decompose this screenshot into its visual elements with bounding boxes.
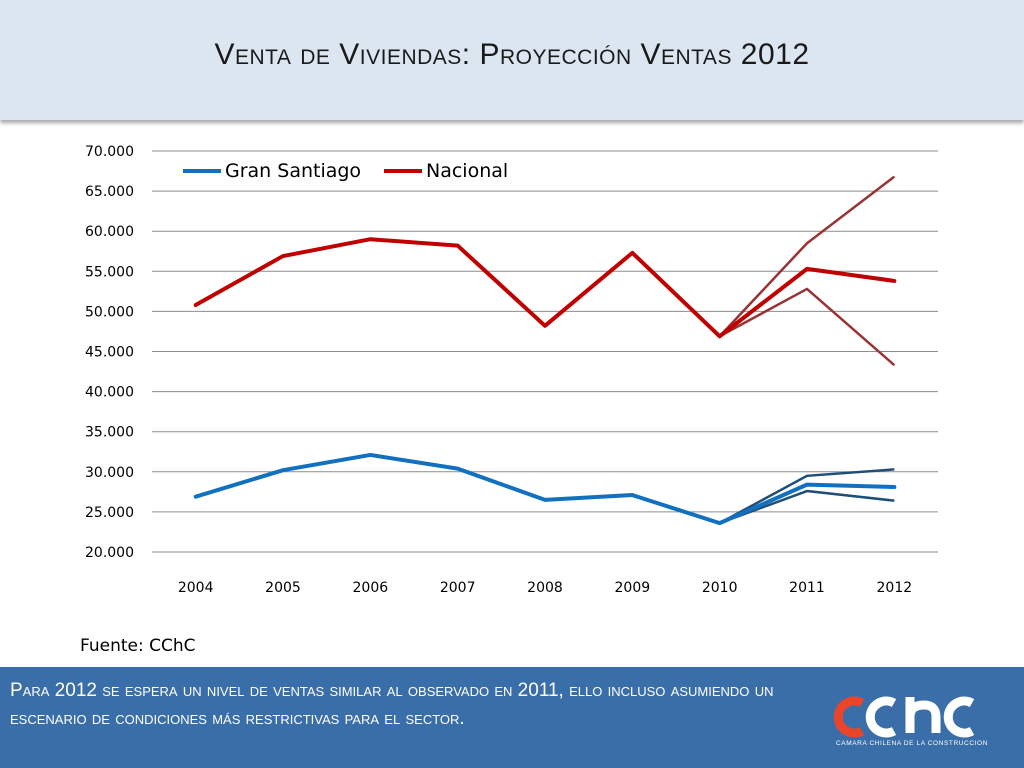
page-title: Venta de Viviendas: Proyección Ventas 20… [214, 38, 810, 71]
x-tick-label: 2009 [615, 580, 651, 596]
y-tick-label: 25.000 [85, 505, 134, 521]
y-tick-label: 20.000 [85, 545, 134, 561]
y-tick-label: 50.000 [85, 304, 134, 320]
header-bar: Venta de Viviendas: Proyección Ventas 20… [0, 0, 1024, 120]
x-tick-label: 2010 [702, 580, 738, 596]
projection-line [719, 468, 895, 525]
projection-line [719, 489, 895, 525]
x-tick-label: 2011 [789, 580, 825, 596]
footer-text: Para 2012 se espera un nivel de ventas s… [10, 680, 774, 729]
sales-line-chart: 20.000 25.000 30.000 35.000 40.000 45.000 50.0… [85, 144, 938, 596]
y-tick-label: 35.000 [85, 425, 134, 441]
footer-bar: Para 2012 se espera un nivel de ventas s… [0, 667, 1024, 768]
y-tick-label: 55.000 [85, 264, 134, 280]
projection-line [719, 287, 896, 367]
y-tick-label: 65.000 [85, 184, 134, 200]
x-tick-label: 2012 [877, 580, 913, 596]
x-tick-label: 2004 [178, 580, 214, 596]
y-tick-label: 30.000 [85, 465, 134, 481]
x-tick-label: 2005 [265, 580, 301, 596]
cchc-logo: CAMARA CHILENA DE LA CONSTRUCCION [832, 695, 992, 755]
y-tick-label: 60.000 [85, 224, 134, 240]
x-tick-label: 2007 [440, 580, 476, 596]
x-tick-label: 2006 [353, 580, 389, 596]
projection-line [718, 175, 896, 338]
x-tick-label: 2008 [527, 580, 563, 596]
source-note: Fuente: CChC [80, 636, 196, 656]
y-tick-label: 45.000 [85, 345, 134, 361]
y-tick-label: 70.000 [85, 144, 134, 160]
series-line [193, 237, 897, 339]
legend-label: Gran Santiago [225, 160, 361, 182]
logo-caption: CAMARA CHILENA DE LA CONSTRUCCION [836, 740, 988, 747]
legend-label: Nacional [426, 160, 508, 182]
cchc-logo-mark-icon [833, 696, 975, 738]
y-tick-label: 40.000 [85, 385, 134, 401]
series-line [193, 452, 897, 526]
